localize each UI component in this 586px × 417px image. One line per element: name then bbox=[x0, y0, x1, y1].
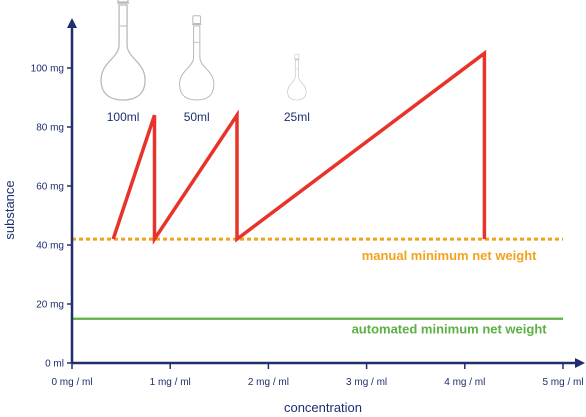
flask-label: 50ml bbox=[184, 110, 210, 124]
y-tick-label: 20 mg bbox=[36, 300, 64, 311]
y-tick-label: 0 ml bbox=[45, 359, 64, 370]
flask-icon bbox=[287, 54, 307, 101]
flask-stopper bbox=[294, 54, 300, 60]
x-tick-label: 5 mg / ml bbox=[542, 377, 583, 388]
y-tick-label: 40 mg bbox=[36, 241, 64, 252]
x-axis-arrow bbox=[575, 358, 585, 368]
flask-icon bbox=[100, 0, 146, 101]
flask-body bbox=[179, 25, 215, 101]
flask-body bbox=[100, 4, 146, 101]
reference-label: manual minimum net weight bbox=[362, 248, 537, 263]
x-axis-title: concentration bbox=[284, 400, 362, 415]
flask-stopper bbox=[117, 0, 129, 3]
flask-label: 100ml bbox=[107, 110, 140, 124]
x-tick-label: 4 mg / ml bbox=[444, 377, 485, 388]
flasks-layer: 100ml 50ml 25ml bbox=[100, 0, 310, 124]
flask-body bbox=[287, 59, 307, 101]
reference-lines: manual minimum net weight automated minim… bbox=[72, 237, 563, 337]
axes bbox=[67, 18, 585, 369]
flask-stopper bbox=[192, 15, 202, 25]
reference-label: automated minimum net weight bbox=[352, 322, 548, 337]
series-layer bbox=[111, 49, 487, 245]
x-tick-label: 0 mg / ml bbox=[51, 377, 92, 388]
x-tick-label: 2 mg / ml bbox=[248, 377, 289, 388]
y-tick-label: 60 mg bbox=[36, 182, 64, 193]
y-tick-label: 80 mg bbox=[36, 123, 64, 134]
series-line bbox=[111, 49, 487, 245]
x-tick-label: 3 mg / ml bbox=[346, 377, 387, 388]
y-axis-arrow bbox=[67, 18, 77, 28]
y-axis-title: substance bbox=[2, 180, 17, 239]
flask-label: 25ml bbox=[284, 110, 310, 124]
y-tick-label: 100 mg bbox=[31, 64, 64, 75]
tick-labels: 0 ml 20 mg 40 mg 60 mg 80 mg 100 mg 0 mg / ml 1… bbox=[31, 64, 584, 389]
x-tick-label: 1 mg / ml bbox=[150, 377, 191, 388]
flask-icon bbox=[179, 15, 215, 101]
